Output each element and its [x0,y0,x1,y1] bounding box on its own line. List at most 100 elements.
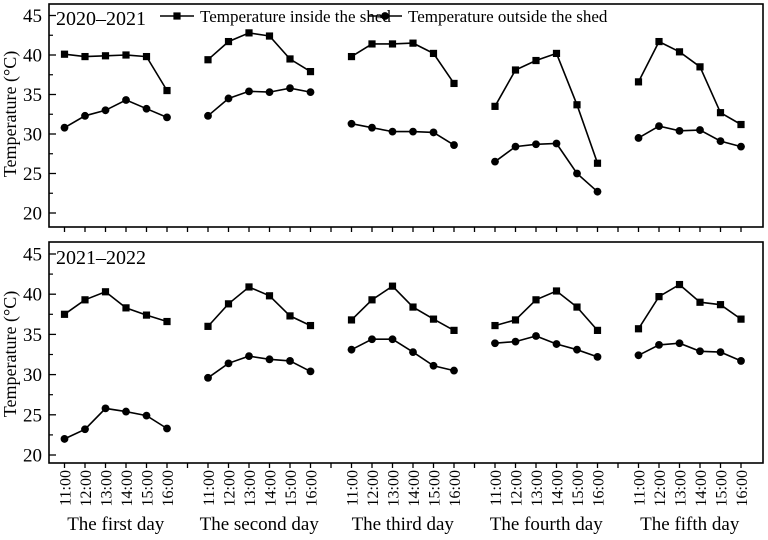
time-tick-label: 16:00 [304,470,321,506]
time-tick-label: 15:00 [283,470,300,506]
data-marker-square [675,280,684,289]
series-line-circle [494,142,599,193]
data-marker-circle [81,111,89,120]
data-marker-circle [696,126,704,134]
data-marker-circle [532,140,540,149]
data-marker-square [573,101,581,109]
time-tick-label: 15:00 [427,470,444,506]
data-marker-circle [696,347,704,356]
data-marker-circle [552,340,561,348]
data-marker-circle [675,126,684,135]
data-marker-square [593,326,602,334]
time-tick-label: 16:00 [591,470,608,506]
data-marker-circle [511,142,520,151]
data-marker-circle [224,359,233,368]
series-line-square [494,52,599,164]
data-marker-circle [163,113,171,122]
data-marker-circle [409,348,417,356]
legend-label-inside: Temperature inside the shed [200,7,391,26]
data-marker-circle [388,335,397,344]
time-tick-label: 11:00 [345,470,362,506]
data-marker-circle [60,123,69,132]
data-marker-square [142,311,151,319]
data-marker-square [696,298,704,306]
time-tick-label: 14:00 [550,470,567,506]
data-marker-circle [368,123,376,132]
data-marker-circle [122,96,130,104]
time-tick-label: 15:00 [714,470,731,506]
time-tick-label: 11:00 [58,470,75,506]
y-axis-title: Temperature (°C) [0,51,21,177]
day-group-label: The fifth day [640,514,740,535]
time-tick-label: 14:00 [406,470,423,506]
panel-frame-1 [48,241,764,464]
data-marker-circle [265,88,274,97]
data-marker-circle [81,425,89,434]
data-marker-square [306,321,315,330]
y-tick-label: 35 [23,85,42,106]
data-marker-square [450,326,458,334]
data-marker-square [491,102,499,110]
data-marker-circle [511,337,520,346]
data-marker-square [532,296,540,304]
y-tick-label: 35 [23,325,42,346]
data-marker-square [511,316,520,324]
y-axis-title: Temperature (°C) [0,291,21,417]
data-marker-circle [286,357,294,365]
data-marker-circle [245,87,253,96]
data-marker-circle [388,127,397,136]
data-marker-square [224,300,233,308]
data-marker-square [634,325,643,333]
data-marker-square [593,159,602,167]
data-marker-circle [634,134,643,142]
data-marker-square [634,78,643,86]
legend-marker-circle [381,12,389,20]
data-marker-circle [142,104,151,113]
data-marker-square [286,55,294,63]
data-marker-circle [286,84,294,93]
data-marker-square [60,50,69,58]
time-tick-label: 12:00 [222,470,239,506]
data-marker-square [368,296,376,304]
time-tick-label: 12:00 [78,470,95,506]
data-marker-circle [122,407,130,416]
data-marker-circle [245,352,253,361]
data-marker-square [204,322,212,330]
data-marker-circle [204,373,212,382]
data-marker-square [81,296,89,304]
data-marker-square [716,301,725,309]
time-tick-label: 16:00 [160,470,177,506]
day-group-label: The third day [352,514,455,535]
y-tick-label: 20 [23,446,42,467]
time-tick-label: 12:00 [365,470,382,506]
time-tick-label: 16:00 [734,470,751,506]
data-marker-circle [593,187,602,196]
data-marker-square [655,37,663,46]
data-marker-square [388,282,397,290]
data-marker-square [122,304,130,312]
time-tick-label: 16:00 [447,470,464,506]
data-marker-square [675,48,684,56]
data-marker-circle [306,367,315,376]
data-marker-square [122,51,130,59]
data-marker-circle [552,139,561,148]
data-marker-square [101,288,110,296]
data-marker-square [696,63,704,71]
data-marker-square [716,109,725,117]
data-marker-square [552,49,561,58]
data-marker-circle [368,335,376,344]
data-marker-square [429,49,438,58]
panel-frame-0 [48,3,764,228]
time-tick-label: 13:00 [529,470,546,506]
data-marker-circle [224,94,233,103]
panel-label: 2021–2022 [56,247,146,269]
time-tick-label: 12:00 [652,470,669,506]
time-tick-label: 15:00 [570,470,587,506]
time-tick-label: 13:00 [242,470,259,506]
data-marker-circle [532,332,540,340]
data-marker-circle [573,345,581,354]
day-group-label: The second day [200,514,320,535]
data-marker-circle [716,348,725,356]
